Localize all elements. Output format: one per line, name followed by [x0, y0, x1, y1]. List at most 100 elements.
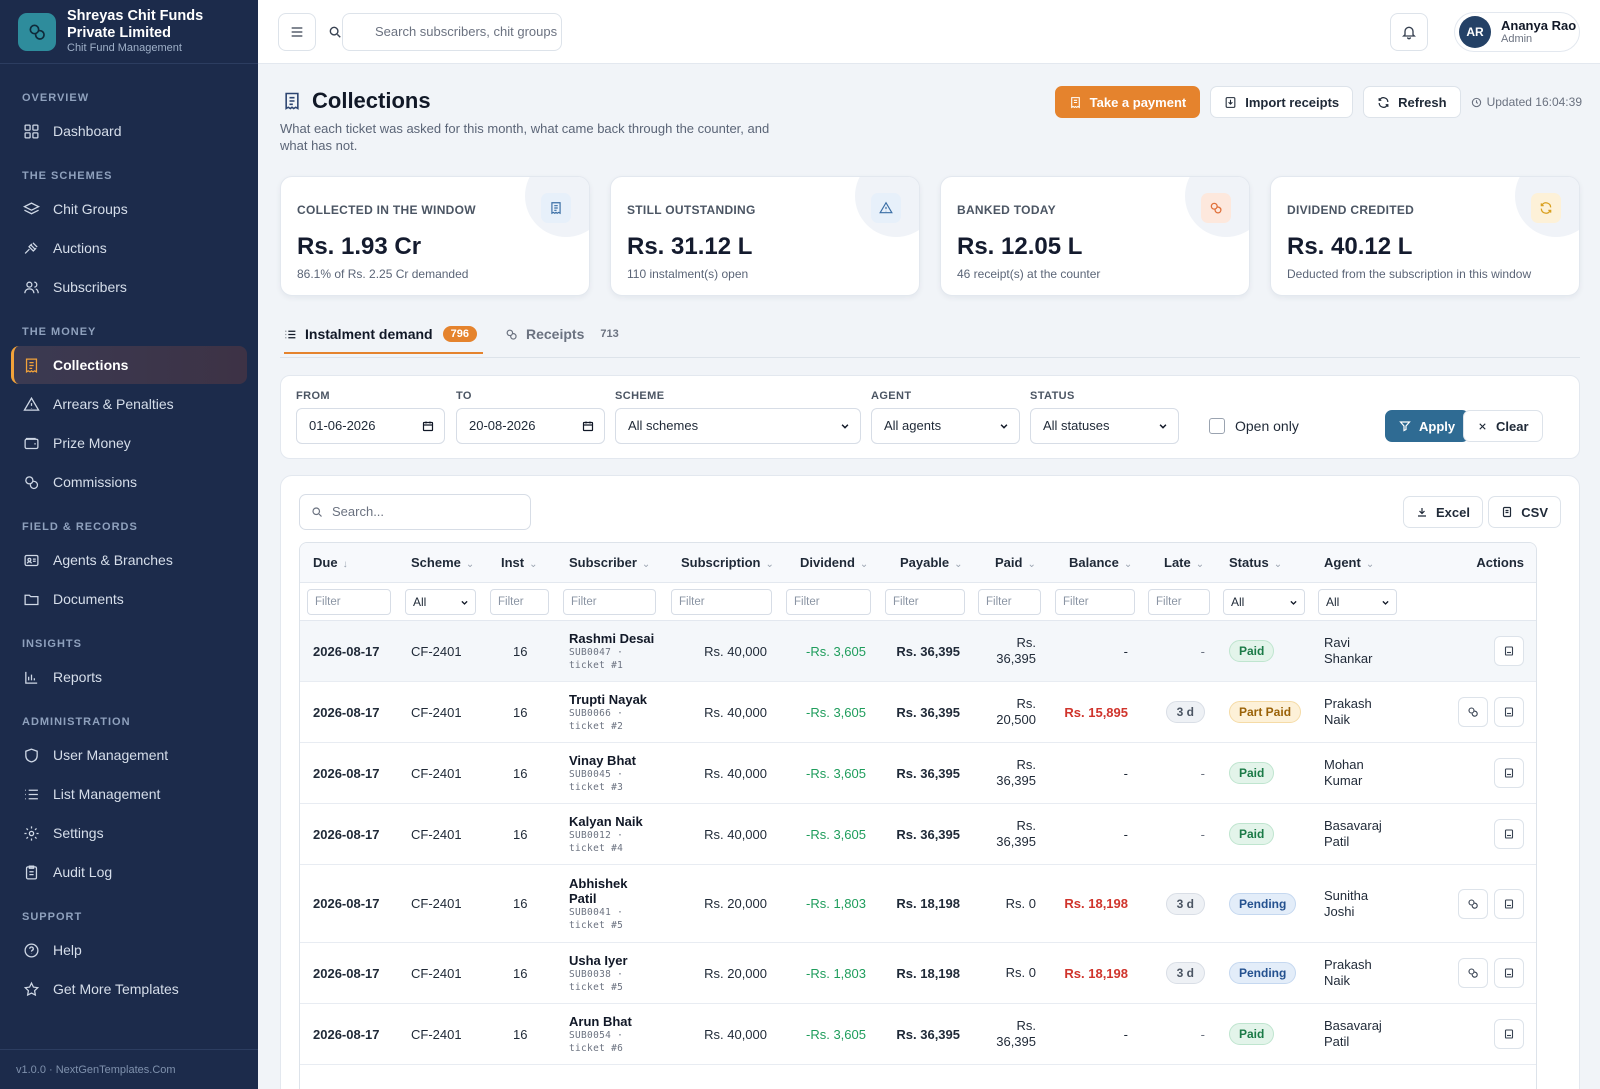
sidebar-item-label: Help [53, 942, 82, 958]
sidebar-item-auctions[interactable]: Auctions [11, 229, 247, 267]
view-receipt-button[interactable] [1494, 819, 1524, 849]
sidebar-item-dashboard[interactable]: Dashboard [11, 112, 247, 150]
column-header-dividend[interactable]: Dividend ⌄ [800, 555, 869, 570]
agent-select[interactable]: All agents [871, 408, 1020, 444]
column-header-due[interactable]: Due ↓ [313, 555, 348, 570]
column-header-paid[interactable]: Paid ⌄ [995, 555, 1036, 570]
payable-cell: Rs. 18,198 [896, 896, 960, 911]
menu-toggle-button[interactable] [278, 13, 316, 51]
view-receipt-button[interactable] [1494, 1019, 1524, 1049]
subscriber-name: Arun Bhat [569, 1013, 632, 1029]
export-excel-button[interactable]: Excel [1403, 496, 1483, 528]
subscriber-cell[interactable]: Rashmi Desai SUB0047 · ticket #1 [569, 621, 654, 681]
column-header-scheme[interactable]: Scheme ⌄ [411, 555, 475, 570]
take-payment-button[interactable]: Take a payment [1054, 86, 1201, 118]
late-badge: 3 d [1165, 962, 1205, 984]
column-header-late[interactable]: Late ⌄ [1164, 555, 1205, 570]
sidebar-item-audit-log[interactable]: Audit Log [11, 853, 247, 891]
scheme-filter-select[interactable]: All [405, 589, 476, 615]
late-cell: 3 d [1140, 865, 1205, 942]
view-receipt-button[interactable] [1494, 697, 1524, 727]
refresh-button[interactable]: Refresh [1363, 86, 1461, 118]
sidebar-item-list-management[interactable]: List Management [11, 775, 247, 813]
clear-button[interactable]: Clear [1463, 410, 1543, 442]
brand[interactable]: Shreyas Chit Funds Private Limited Chit … [0, 0, 258, 64]
sidebar-item-commissions[interactable]: Commissions [11, 463, 247, 501]
table-search-input[interactable]: Search... [299, 494, 531, 530]
table-row[interactable]: Sowmya [300, 1065, 1536, 1089]
table-row[interactable]: 2026-08-17 CF-2401 16 Rashmi Desai SUB0047 ·… [300, 621, 1536, 682]
notifications-button[interactable] [1390, 13, 1428, 51]
column-header-payable[interactable]: Payable ⌄ [900, 555, 963, 570]
column-header-subscription[interactable]: Subscription ⌄ [681, 555, 774, 570]
table-row[interactable]: 2026-08-17 CF-2401 16 Kalyan Naik SUB0012 · t… [300, 804, 1536, 865]
open-only-label: Open only [1235, 418, 1299, 434]
agent-filter-select[interactable]: All [1318, 589, 1397, 615]
sidebar-item-user-management[interactable]: User Management [11, 736, 247, 774]
subscriber-cell[interactable]: Trupti Nayak SUB0066 · ticket #2 [569, 682, 647, 742]
dividend-filter-input[interactable]: Filter [786, 589, 871, 615]
subscriber-filter-input[interactable]: Filter [563, 589, 656, 615]
column-header-agent[interactable]: Agent ⌄ [1324, 555, 1375, 570]
table-row[interactable]: 2026-08-17 CF-2401 16 Abhishek Patil SUB0041 … [300, 865, 1536, 943]
status-filter-select[interactable]: All [1223, 589, 1305, 615]
table-row[interactable]: 2026-08-17 CF-2401 16 Arun Bhat SUB0054 · tic… [300, 1004, 1536, 1065]
column-header-balance[interactable]: Balance ⌄ [1069, 555, 1133, 570]
sidebar-item-help[interactable]: Help [11, 931, 247, 969]
checkbox-box[interactable] [1209, 418, 1225, 434]
payable-filter-input[interactable]: Filter [885, 589, 965, 615]
status-badge: Pending [1229, 962, 1297, 984]
table-row[interactable]: 2026-08-17 CF-2401 16 Trupti Nayak SUB0066 ·… [300, 682, 1536, 743]
tab-receipts[interactable]: Receipts 713 [505, 316, 619, 352]
late-filter-input[interactable]: Filter [1148, 589, 1210, 615]
collect-payment-button[interactable] [1458, 697, 1488, 727]
apply-button[interactable]: Apply [1385, 410, 1470, 442]
column-header-subscriber[interactable]: Subscriber ⌄ [569, 555, 651, 570]
subscription-filter-input[interactable]: Filter [671, 589, 772, 615]
sidebar-item-chit-groups[interactable]: Chit Groups [11, 190, 247, 228]
view-receipt-button[interactable] [1494, 636, 1524, 666]
sidebar-item-arrears[interactable]: Arrears & Penalties [11, 385, 247, 423]
due-filter-input[interactable]: Filter [307, 589, 391, 615]
table-row[interactable]: 2026-08-17 CF-2401 16 Vinay Bhat SUB0045 · ti… [300, 743, 1536, 804]
global-search-input[interactable]: Search subscribers, chit groups [342, 13, 562, 51]
table-row[interactable]: 2026-08-17 CF-2401 16 Usha Iyer SUB0038 · tic… [300, 943, 1536, 1004]
subscriber-cell[interactable]: Usha Iyer SUB0038 · ticket #5 [569, 943, 628, 1003]
sidebar-item-prize-money[interactable]: Prize Money [11, 424, 247, 462]
subscriber-cell[interactable]: Arun Bhat SUB0054 · ticket #6 [569, 1004, 632, 1064]
from-date-input[interactable]: 01-06-2026 [296, 408, 445, 444]
balance-cell: - [1123, 826, 1128, 842]
scheme-select[interactable]: All schemes [615, 408, 861, 444]
open-only-checkbox[interactable]: Open only [1209, 418, 1299, 434]
subscription-cell: Rs. 40,000 [704, 1026, 767, 1042]
sidebar-item-collections[interactable]: Collections [11, 346, 247, 384]
subscriber-cell[interactable]: Vinay Bhat SUB0045 · ticket #3 [569, 743, 636, 803]
view-receipt-button[interactable] [1494, 888, 1524, 919]
subscriber-cell[interactable]: Kalyan Naik SUB0012 · ticket #4 [569, 804, 643, 864]
inst-filter-input[interactable]: Filter [490, 589, 549, 615]
sidebar-item-settings[interactable]: Settings [11, 814, 247, 852]
to-date-input[interactable]: 20-08-2026 [456, 408, 605, 444]
last-updated-text: Updated 16:04:39 [1486, 95, 1582, 109]
import-receipts-button[interactable]: Import receipts [1210, 86, 1354, 118]
collect-payment-button[interactable] [1458, 958, 1488, 988]
tab-instalment-demand[interactable]: Instalment demand 796 [284, 316, 483, 354]
subscriber-cell[interactable]: Abhishek Patil SUB0041 · ticket #5 [569, 865, 628, 942]
paid-filter-input[interactable]: Filter [978, 589, 1041, 615]
sidebar-item-documents[interactable]: Documents [11, 580, 247, 618]
collect-payment-button[interactable] [1458, 888, 1488, 919]
view-receipt-button[interactable] [1494, 758, 1524, 788]
sidebar-item-agents[interactable]: Agents & Branches [11, 541, 247, 579]
user-menu[interactable]: AR Ananya Rao Admin [1454, 12, 1580, 52]
sidebar-item-reports[interactable]: Reports [11, 658, 247, 696]
status-select[interactable]: All statuses [1030, 408, 1179, 444]
balance-filter-input[interactable]: Filter [1055, 589, 1135, 615]
sidebar-item-subscribers[interactable]: Subscribers [11, 268, 247, 306]
balance-cell: - [1123, 643, 1128, 659]
sidebar-item-templates[interactable]: Get More Templates [11, 970, 247, 1008]
view-receipt-button[interactable] [1494, 958, 1524, 988]
column-header-status[interactable]: Status ⌄ [1229, 555, 1283, 570]
column-header-inst[interactable]: Inst ⌄ [501, 555, 538, 570]
export-csv-button[interactable]: CSV [1488, 496, 1561, 528]
kpi-row: COLLECTED IN THE WINDOW Rs. 1.93 Cr 86.1… [280, 164, 1580, 296]
